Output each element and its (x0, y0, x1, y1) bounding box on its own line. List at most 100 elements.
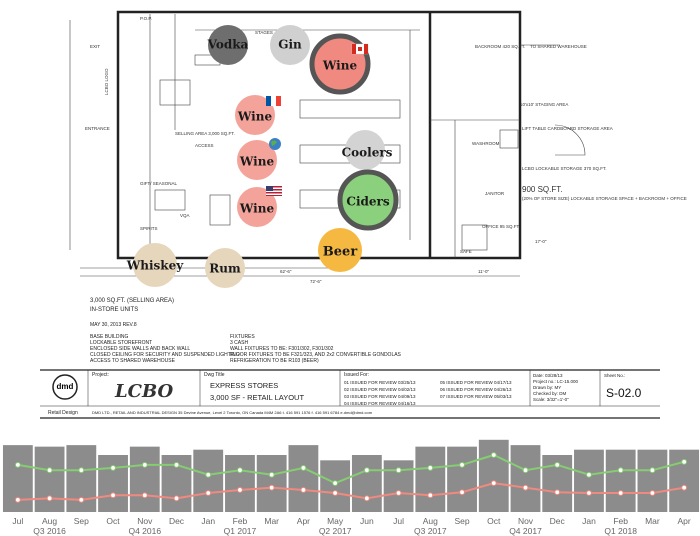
note: WALL FIXTURES TO BE: F301/302, F301/302 (230, 346, 334, 352)
note: IN-STORE UNITS (90, 307, 138, 313)
point (586, 471, 592, 478)
x-tick-label: Feb (233, 516, 248, 526)
bubble-label: Gin (278, 38, 302, 52)
sheet-number: S-02.0 (606, 386, 642, 400)
bubble-label: Wine (239, 155, 275, 169)
meta: Checked by: DM (533, 391, 567, 396)
globe (269, 138, 281, 150)
bubble-label: Ciders (346, 195, 389, 209)
point (237, 487, 243, 493)
bubble (208, 25, 248, 65)
bubble (133, 243, 177, 287)
point (681, 458, 688, 465)
point (110, 465, 116, 471)
point (141, 492, 148, 499)
point (395, 467, 402, 474)
point (459, 489, 465, 496)
point (522, 484, 529, 491)
bubble-label: Rum (209, 262, 241, 276)
plan-label: LCBO LOCKABLE STORAGE 370 SQ.FT. (522, 166, 606, 171)
category-bubbles: Vodka Gin Wine Wine Wine Coolers Wine Ci… (126, 25, 399, 288)
point (78, 496, 85, 503)
note: FIXTURES (230, 334, 255, 340)
note: REFRIGERATION TO BE R103 (BEER) (230, 358, 319, 364)
bar (98, 455, 128, 512)
note: BASE BUILDING (90, 334, 128, 340)
x-tick-label: Jun (360, 516, 374, 526)
point (268, 484, 275, 491)
point (586, 490, 592, 496)
plan-label: OFFICE 95 SQ.FT. (482, 224, 520, 229)
bar (225, 455, 255, 512)
point (554, 489, 561, 496)
plan-label: JANITOR (485, 191, 505, 196)
bubble (237, 140, 277, 180)
point (490, 480, 497, 487)
x-tick-label: Oct (106, 516, 120, 526)
note: ENCLOSED SIDE WALLS AND BACK WALL (90, 346, 190, 352)
plan-label: LCBO LOGO (104, 68, 109, 95)
plan-label: ACCESS (195, 143, 214, 148)
label: Project: (92, 372, 109, 378)
point (300, 487, 307, 493)
bar (34, 446, 65, 512)
issue: 02 ISSUED FOR REVIEW 04/02/13 (344, 387, 416, 392)
issue: 05 ISSUED FOR REVIEW 04/17/13 (440, 380, 512, 385)
issue: 03 ISSUED FOR REVIEW 04/09/13 (344, 394, 416, 399)
plan-label: P.O.P. (140, 16, 152, 21)
meta: Scale: 3/32"=1'-0" (533, 397, 569, 402)
point (205, 471, 212, 478)
plan-label: TO SHARED WAREHOUSE (530, 44, 587, 49)
bar (637, 449, 668, 512)
point (681, 484, 688, 491)
plan-label: ENTRANCE (85, 126, 110, 131)
bubble (337, 169, 399, 231)
bar (288, 445, 319, 512)
x-tick-label: Aug (423, 516, 438, 526)
plan-label: 11'-0" (478, 269, 490, 274)
plan-label: 62'-6" (280, 269, 292, 274)
issue: 06 ISSUED FOR REVIEW 04/26/13 (440, 387, 512, 392)
issue: 04 ISSUED FOR REVIEW 04/16/13 (344, 401, 416, 406)
point (173, 495, 180, 502)
quarter-label: Q4 2016 (128, 526, 161, 536)
bar (320, 460, 351, 512)
x-tick-label: Aug (42, 516, 57, 526)
meta: Drawn by: MY (533, 385, 561, 390)
x-tick-label: Apr (297, 516, 310, 526)
note: LOCKABLE STOREFRONT (90, 340, 152, 346)
quarter-label: Q3 2017 (414, 526, 447, 536)
line (17, 482, 685, 501)
point (332, 490, 339, 496)
point (300, 465, 307, 471)
bar (605, 449, 636, 512)
plan-label: VQA (180, 213, 190, 218)
issue: 07 ISSUED FOR REVIEW 05/03/13 (440, 394, 512, 399)
issue: 01 ISSUED FOR REVIEW 03/25/13 (344, 380, 416, 385)
bubble-label: Wine (239, 202, 275, 216)
x-tick-label: Feb (613, 516, 628, 526)
point (649, 467, 656, 474)
logo: dmd (57, 382, 74, 391)
label: Issued For: (344, 372, 369, 378)
point (363, 495, 370, 502)
plan-label: STAGES (255, 30, 273, 35)
point (617, 490, 624, 496)
plan-label: (20% OF STORE SIZE) LOCKABLE STORAGE SPA… (522, 196, 687, 201)
meta: Date: 03/28/13 (533, 373, 563, 378)
quarter-label: Q3 2016 (33, 526, 66, 536)
flag-usa (266, 186, 282, 196)
x-tick-label: Jan (582, 516, 596, 526)
point (522, 467, 529, 474)
notes: 3,000 SQ.FT. (SELLING AREA) IN-STORE UNI… (90, 298, 402, 364)
point (427, 492, 434, 499)
plan-label: GIFT/ SEASONAL (140, 181, 178, 186)
flag-france (266, 96, 281, 106)
point (459, 461, 465, 468)
point (14, 496, 21, 503)
point (617, 467, 624, 474)
bubble-label: Wine (237, 110, 273, 124)
x-tick-label: Jan (201, 516, 215, 526)
point (46, 467, 53, 474)
